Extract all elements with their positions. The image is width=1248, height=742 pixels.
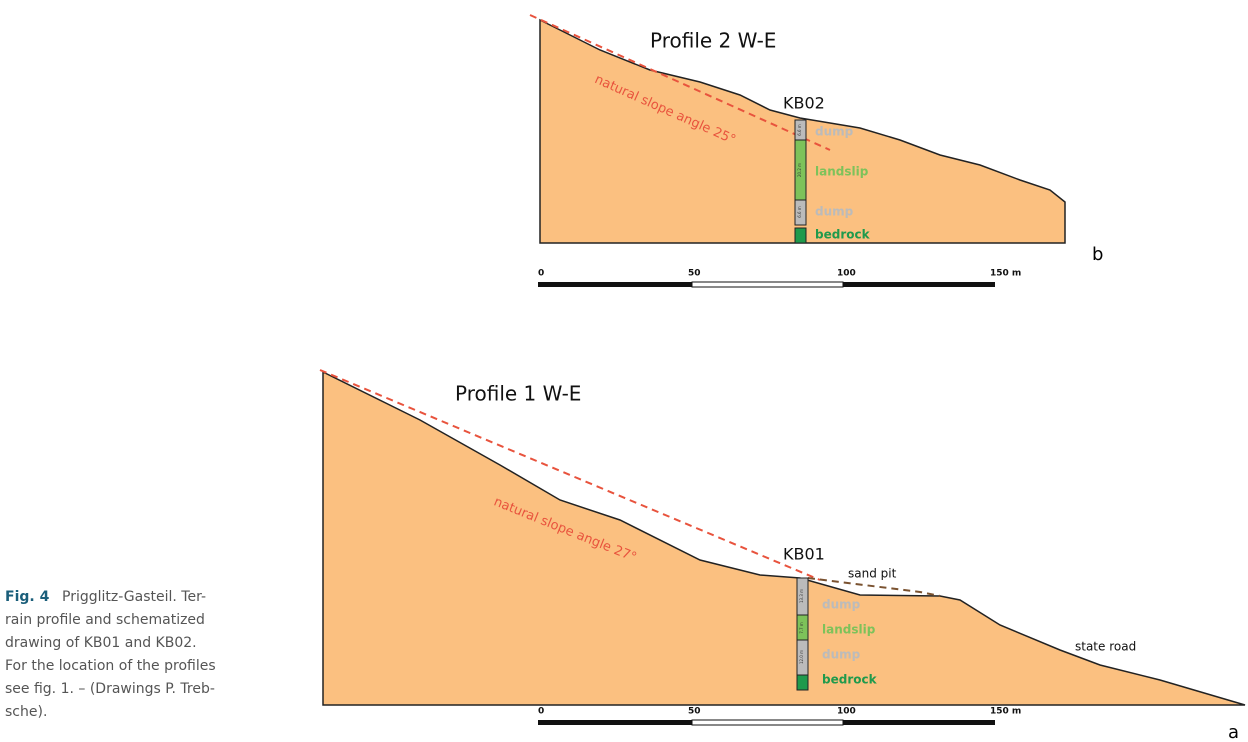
caption-line: Prigglitz-Gasteil. Ter- — [62, 589, 206, 605]
panel-label: a — [1228, 722, 1239, 742]
caption-line: see fig. 1. – (Drawings P. Treb- — [5, 681, 215, 697]
scale-label: 50 — [688, 269, 701, 279]
scale-label: 50 — [688, 707, 701, 717]
layer — [796, 674, 809, 691]
scale-label: 0 — [538, 707, 544, 717]
thickness: 20.2 m — [797, 163, 802, 177]
scale-bar — [843, 282, 995, 287]
scale-bar — [691, 281, 844, 288]
caption-label: Fig. 4 — [5, 589, 50, 605]
caption-line: drawing of KB01 and KB02. — [5, 635, 197, 651]
panel-label: b — [1092, 244, 1103, 265]
layer-label: dump — [815, 125, 854, 139]
sand-pit-line — [807, 577, 941, 597]
thickness: 7.7 m — [799, 622, 804, 634]
scale-bar — [538, 720, 692, 725]
layer-label: bedrock — [822, 673, 878, 687]
scale-label: 0 — [538, 269, 544, 279]
title: Profile 1 W-E — [455, 382, 581, 406]
slope-line-2 — [529, 14, 831, 151]
scale-label: 100 — [837, 707, 856, 717]
caption-line: sche). — [5, 704, 47, 720]
feature-label: state road — [1075, 640, 1136, 654]
caption-line: rain profile and schematized — [5, 612, 205, 628]
scale-bar — [691, 719, 844, 726]
layer-label: landslip — [822, 623, 876, 637]
layer-label: bedrock — [815, 228, 871, 242]
terrain-1 — [322, 370, 1246, 706]
caption-line: For the location of the profiles — [5, 658, 216, 674]
thickness: 6.6 m — [797, 206, 802, 218]
layer-label: dump — [822, 648, 861, 662]
slope-line-1 — [319, 369, 821, 581]
scale-label: 150 m — [990, 707, 1021, 717]
layer-label: landslip — [815, 165, 869, 179]
thickness: 12.0 m — [799, 650, 804, 664]
scale-bar — [843, 720, 995, 725]
title: Profile 2 W-E — [650, 29, 776, 53]
borehole: KB02 — [783, 94, 825, 113]
thickness: 6.6 m — [797, 124, 802, 136]
thickness: 13.3 m — [799, 589, 804, 603]
layer-label: dump — [815, 205, 854, 219]
scale-label: 100 — [837, 269, 856, 279]
scale-bar — [538, 282, 692, 287]
borehole: KB01 — [783, 545, 825, 564]
scale-label: 150 m — [990, 269, 1021, 279]
layer-label: dump — [822, 598, 861, 612]
layer — [794, 199, 807, 226]
layer — [794, 227, 807, 244]
feature-label: sand pit — [848, 567, 897, 581]
